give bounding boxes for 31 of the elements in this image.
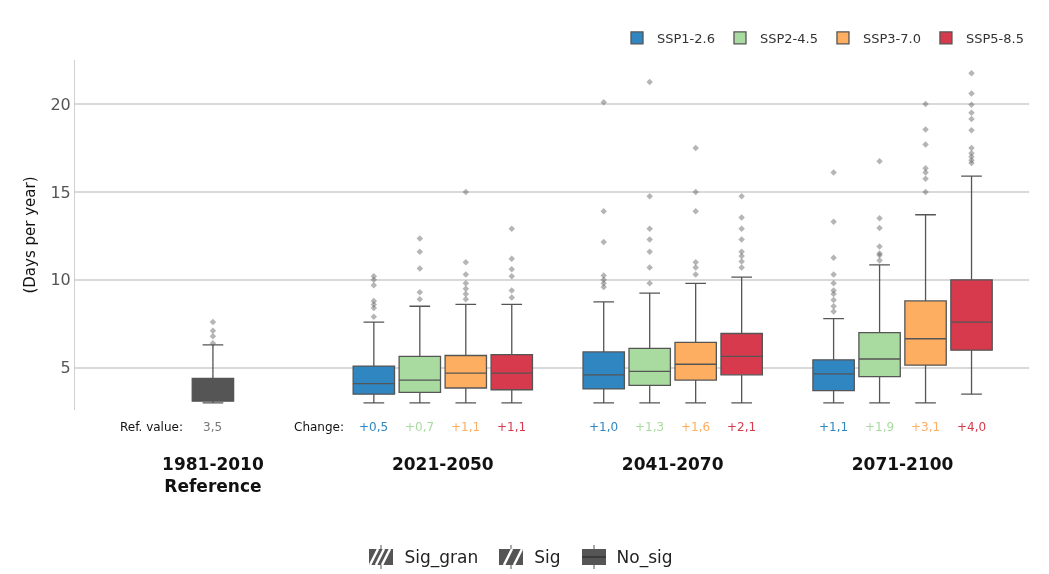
y-axis-title: (Days per year)	[21, 176, 39, 294]
y-tick-label: 5	[60, 358, 71, 378]
text: Sig_gran	[404, 547, 479, 567]
text: Ref. value:	[120, 420, 183, 434]
x-tick-label: 2021-2050	[391, 454, 494, 474]
text: No_sig	[616, 547, 673, 567]
legend-label: SSP3-7.0	[862, 31, 921, 47]
text: +1,9	[865, 420, 895, 434]
text: 3,5	[203, 420, 223, 434]
text: +1,3	[635, 420, 665, 434]
x-tick-label: 2071-2100	[851, 454, 954, 474]
legend-label: SSP2-4.5	[759, 31, 818, 47]
text: Sig	[534, 547, 561, 567]
x-tick-label: 1981-2010 Reference	[162, 454, 264, 497]
text: +1,1	[819, 420, 849, 434]
text: +1,0	[589, 420, 619, 434]
text: +2,1	[727, 420, 757, 434]
text: +0,5	[359, 420, 389, 434]
legend-label: SSP5-8.5	[965, 31, 1024, 47]
y-tick-label: 20	[50, 94, 71, 114]
text: +4,0	[957, 420, 987, 434]
y-tick-label: 15	[50, 182, 71, 202]
text: +3,1	[911, 420, 941, 434]
text: +1,6	[681, 420, 711, 434]
text: +0,7	[405, 420, 435, 434]
text: +1,1	[451, 420, 481, 434]
text: +1,1	[497, 420, 527, 434]
x-tick-label: 2041-2070	[621, 454, 724, 474]
text: Change:	[294, 420, 344, 434]
legend-label: SSP1-2.6	[657, 31, 715, 47]
y-tick-label: 10	[50, 270, 71, 290]
